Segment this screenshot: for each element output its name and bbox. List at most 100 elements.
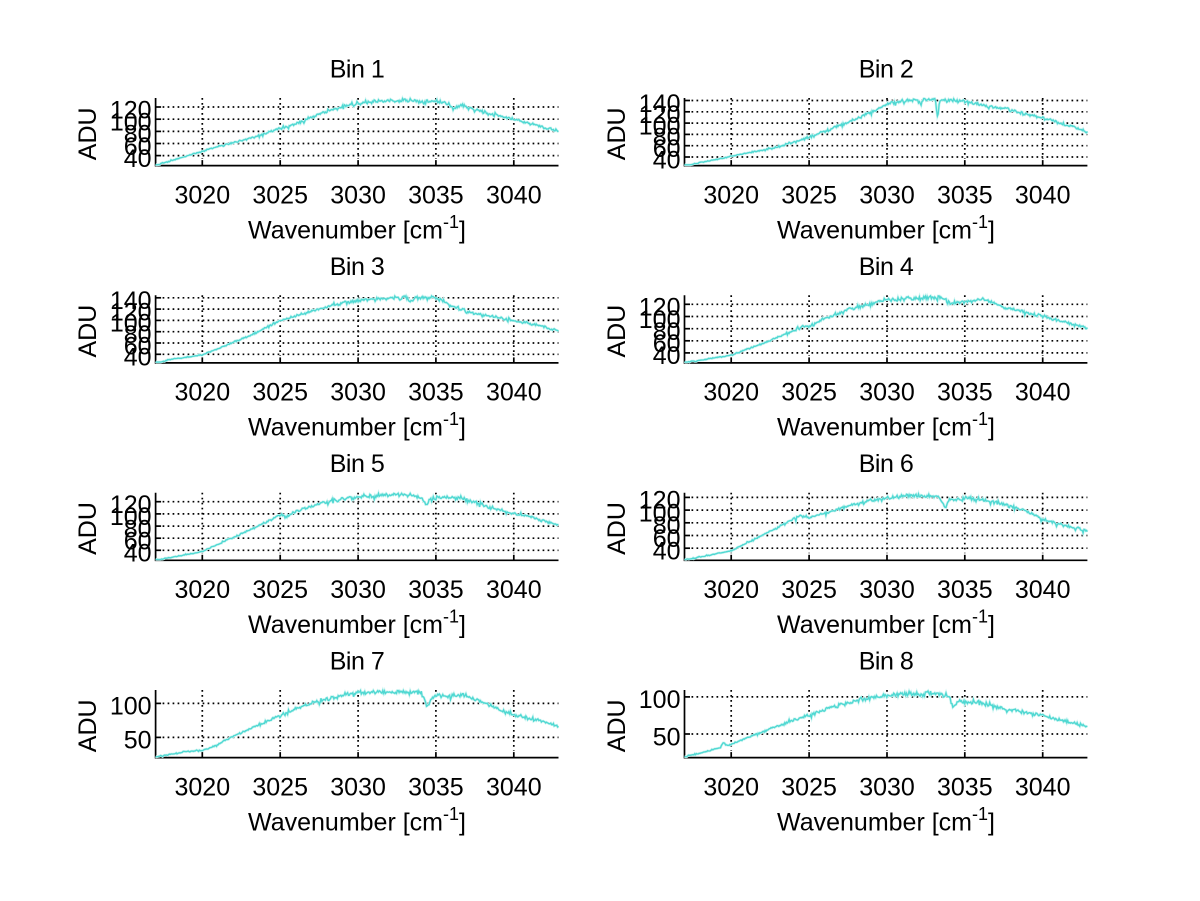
svg-text:Wavenumber [cm-1]: Wavenumber [cm-1] — [248, 804, 466, 837]
svg-text:Wavenumber [cm-1]: Wavenumber [cm-1] — [777, 607, 995, 640]
svg-text:120: 120 — [110, 96, 152, 124]
svg-text:40: 40 — [653, 146, 681, 174]
svg-text:3025: 3025 — [252, 773, 308, 801]
svg-text:3020: 3020 — [174, 181, 230, 209]
svg-text:100: 100 — [110, 109, 152, 137]
svg-text:3025: 3025 — [252, 576, 308, 604]
svg-text:ADU: ADU — [603, 305, 631, 358]
svg-text:ADU: ADU — [603, 699, 631, 752]
svg-text:60: 60 — [653, 330, 681, 358]
svg-text:3040: 3040 — [1015, 181, 1071, 209]
svg-text:60: 60 — [124, 528, 152, 556]
svg-text:3035: 3035 — [937, 576, 993, 604]
svg-text:3025: 3025 — [252, 181, 308, 209]
svg-text:50: 50 — [653, 723, 681, 751]
svg-text:80: 80 — [124, 321, 152, 349]
svg-text:80: 80 — [653, 512, 681, 540]
svg-text:100: 100 — [110, 503, 152, 531]
svg-text:3040: 3040 — [486, 181, 542, 209]
svg-text:ADU: ADU — [74, 107, 102, 160]
svg-text:3020: 3020 — [703, 181, 759, 209]
svg-text:3035: 3035 — [408, 379, 464, 407]
svg-text:3020: 3020 — [703, 379, 759, 407]
svg-text:Bin 5: Bin 5 — [330, 450, 384, 478]
svg-text:3025: 3025 — [252, 379, 308, 407]
svg-text:ADU: ADU — [603, 107, 631, 160]
svg-text:100: 100 — [639, 112, 681, 140]
svg-text:3020: 3020 — [174, 379, 230, 407]
svg-text:3020: 3020 — [174, 773, 230, 801]
svg-text:3040: 3040 — [486, 379, 542, 407]
svg-text:3035: 3035 — [408, 181, 464, 209]
svg-text:3040: 3040 — [1015, 379, 1071, 407]
svg-text:3035: 3035 — [408, 576, 464, 604]
svg-text:60: 60 — [124, 133, 152, 161]
svg-text:120: 120 — [639, 487, 681, 515]
svg-text:ADU: ADU — [74, 305, 102, 358]
svg-text:40: 40 — [124, 145, 152, 173]
svg-text:Wavenumber [cm-1]: Wavenumber [cm-1] — [777, 804, 995, 837]
svg-text:Wavenumber [cm-1]: Wavenumber [cm-1] — [248, 607, 466, 640]
svg-text:140: 140 — [110, 287, 152, 315]
svg-text:80: 80 — [124, 121, 152, 149]
svg-text:3020: 3020 — [174, 576, 230, 604]
svg-text:100: 100 — [639, 686, 681, 714]
svg-text:120: 120 — [639, 294, 681, 322]
svg-text:40: 40 — [653, 342, 681, 370]
svg-text:Bin 6: Bin 6 — [859, 450, 913, 478]
svg-text:100: 100 — [639, 306, 681, 334]
svg-text:100: 100 — [639, 499, 681, 527]
svg-text:80: 80 — [653, 318, 681, 346]
svg-text:ADU: ADU — [74, 699, 102, 752]
svg-text:3025: 3025 — [781, 773, 837, 801]
svg-text:40: 40 — [653, 538, 681, 566]
svg-text:ADU: ADU — [74, 502, 102, 555]
svg-text:3040: 3040 — [1015, 773, 1071, 801]
svg-text:40: 40 — [124, 344, 152, 372]
svg-text:Bin 4: Bin 4 — [859, 253, 914, 281]
svg-text:Wavenumber [cm-1]: Wavenumber [cm-1] — [248, 409, 466, 442]
svg-text:120: 120 — [110, 298, 152, 326]
svg-text:60: 60 — [124, 332, 152, 360]
svg-text:3030: 3030 — [330, 773, 386, 801]
svg-text:3030: 3030 — [859, 379, 915, 407]
svg-text:3020: 3020 — [703, 773, 759, 801]
svg-text:3035: 3035 — [937, 181, 993, 209]
svg-text:3025: 3025 — [781, 181, 837, 209]
svg-text:ADU: ADU — [603, 502, 631, 555]
svg-text:3030: 3030 — [330, 576, 386, 604]
svg-text:80: 80 — [653, 124, 681, 152]
svg-text:40: 40 — [124, 540, 152, 568]
svg-text:Bin 7: Bin 7 — [330, 648, 384, 676]
svg-text:3020: 3020 — [703, 576, 759, 604]
svg-text:140: 140 — [639, 90, 681, 118]
svg-text:120: 120 — [639, 101, 681, 129]
svg-text:60: 60 — [653, 135, 681, 163]
svg-text:3040: 3040 — [486, 773, 542, 801]
svg-text:3030: 3030 — [859, 181, 915, 209]
svg-text:Wavenumber [cm-1]: Wavenumber [cm-1] — [248, 212, 466, 245]
svg-text:3030: 3030 — [859, 576, 915, 604]
svg-text:100: 100 — [110, 310, 152, 338]
svg-text:3040: 3040 — [486, 576, 542, 604]
svg-text:100: 100 — [110, 693, 152, 721]
svg-text:3035: 3035 — [937, 773, 993, 801]
svg-text:Bin 3: Bin 3 — [330, 253, 384, 281]
svg-text:3030: 3030 — [330, 379, 386, 407]
svg-text:50: 50 — [124, 727, 152, 755]
svg-text:3040: 3040 — [1015, 576, 1071, 604]
svg-text:3035: 3035 — [937, 379, 993, 407]
svg-text:60: 60 — [653, 525, 681, 553]
svg-text:3025: 3025 — [781, 379, 837, 407]
svg-text:3035: 3035 — [408, 773, 464, 801]
svg-text:Wavenumber [cm-1]: Wavenumber [cm-1] — [777, 409, 995, 442]
svg-text:80: 80 — [124, 515, 152, 543]
svg-text:120: 120 — [110, 491, 152, 519]
svg-text:Bin 2: Bin 2 — [859, 56, 913, 84]
svg-text:Bin 8: Bin 8 — [859, 648, 913, 676]
svg-text:Bin 1: Bin 1 — [330, 56, 384, 84]
svg-text:3030: 3030 — [330, 181, 386, 209]
svg-text:3025: 3025 — [781, 576, 837, 604]
svg-text:Wavenumber [cm-1]: Wavenumber [cm-1] — [777, 212, 995, 245]
svg-text:3030: 3030 — [859, 773, 915, 801]
